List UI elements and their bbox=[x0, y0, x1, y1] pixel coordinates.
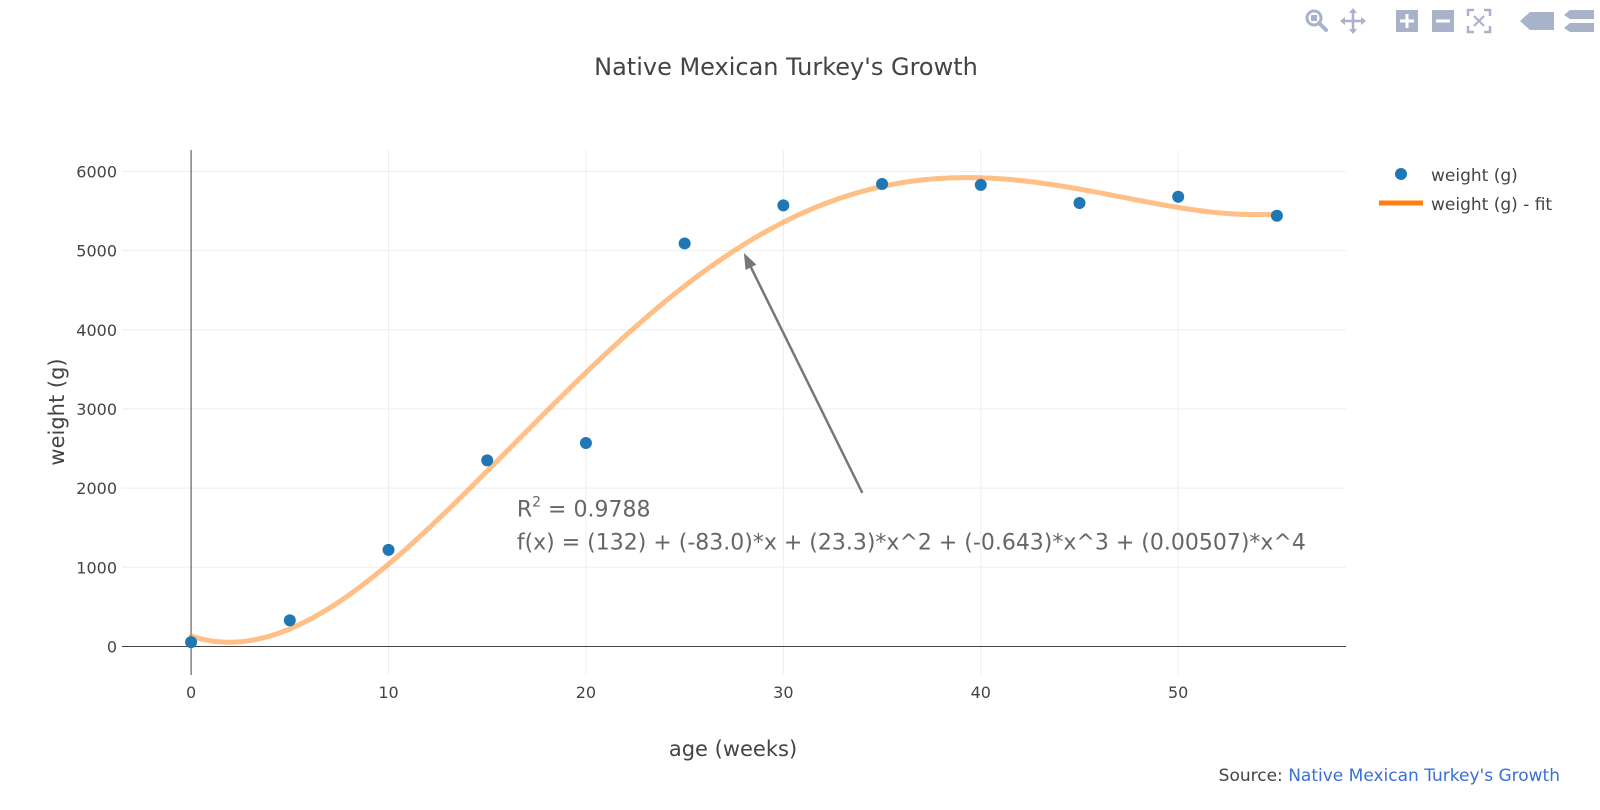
fit-layer bbox=[188, 175, 1280, 645]
source-link[interactable]: Native Mexican Turkey's Growth bbox=[1288, 766, 1560, 786]
annotation-r2: R2 = 0.9788 bbox=[517, 495, 651, 523]
y-tick-label: 3000 bbox=[76, 400, 117, 419]
annotation-arrow-line bbox=[749, 266, 864, 494]
x-tick-label: 10 bbox=[378, 683, 398, 702]
data-point[interactable] bbox=[382, 543, 395, 556]
source-label: Source: bbox=[1218, 766, 1289, 786]
zoom-icon[interactable] bbox=[1304, 8, 1330, 34]
x-tick-label: 0 bbox=[186, 683, 196, 702]
zoom-out-icon[interactable] bbox=[1430, 8, 1456, 34]
pan-icon[interactable] bbox=[1340, 8, 1366, 34]
y-tick-label: 4000 bbox=[76, 321, 117, 340]
annotation-layer: R2 = 0.9788 f(x) = (132) + (-83.0)*x + (2… bbox=[517, 252, 1306, 556]
data-point[interactable] bbox=[777, 199, 790, 212]
data-point[interactable] bbox=[678, 237, 691, 250]
data-point[interactable] bbox=[1270, 209, 1283, 222]
y-tick-label: 2000 bbox=[76, 479, 117, 498]
fit-curve bbox=[188, 175, 1280, 645]
modebar bbox=[1304, 8, 1598, 34]
points-layer bbox=[185, 178, 1283, 649]
annotation-r2-base: R bbox=[517, 498, 532, 523]
zoom-in-icon[interactable] bbox=[1394, 8, 1420, 34]
data-point[interactable] bbox=[974, 178, 987, 191]
legend-marker-points[interactable] bbox=[1395, 168, 1407, 180]
annotation-arrow-head bbox=[743, 252, 757, 270]
source-note: Source: Native Mexican Turkey's Growth bbox=[1219, 766, 1560, 786]
annotation-formula: f(x) = (132) + (-83.0)*x + (23.3)*x^2 + … bbox=[517, 531, 1306, 556]
hover-compare-icon[interactable] bbox=[1564, 8, 1598, 34]
x-tick-label: 20 bbox=[576, 683, 596, 702]
x-axis-title: age (weeks) bbox=[669, 737, 797, 761]
y-tick-label: 1000 bbox=[76, 558, 117, 577]
annotation-r2-sup: 2 bbox=[532, 495, 541, 511]
x-tick-label: 50 bbox=[1168, 683, 1188, 702]
x-tick-label: 40 bbox=[971, 683, 991, 702]
y-tick-label: 0 bbox=[107, 637, 117, 656]
autoscale-icon[interactable] bbox=[1466, 8, 1492, 34]
legend-label-fit[interactable]: weight (g) - fit bbox=[1431, 195, 1552, 215]
x-tick-label: 30 bbox=[773, 683, 793, 702]
y-tick-label: 6000 bbox=[76, 162, 117, 181]
legend-label-points[interactable]: weight (g) bbox=[1431, 166, 1518, 186]
chart-title: Native Mexican Turkey's Growth bbox=[594, 53, 978, 81]
data-point[interactable] bbox=[1172, 190, 1185, 203]
grid bbox=[122, 150, 1346, 675]
data-point[interactable] bbox=[185, 636, 198, 649]
data-point[interactable] bbox=[579, 436, 592, 449]
annotation-r2-value: = 0.9788 bbox=[541, 498, 650, 523]
data-point[interactable] bbox=[876, 178, 889, 191]
hover-closest-icon[interactable] bbox=[1520, 8, 1554, 34]
data-point[interactable] bbox=[1073, 197, 1086, 210]
y-axis-title: weight (g) bbox=[45, 358, 69, 465]
data-point[interactable] bbox=[283, 614, 296, 627]
axes: 0 10 20 30 40 50 0 1000 2000 3000 4000 5000 6000 bbox=[76, 150, 1346, 702]
legend[interactable]: weight (g) weight (g) - fit bbox=[1379, 166, 1552, 215]
data-point[interactable] bbox=[481, 454, 494, 467]
y-tick-label: 5000 bbox=[76, 242, 117, 261]
